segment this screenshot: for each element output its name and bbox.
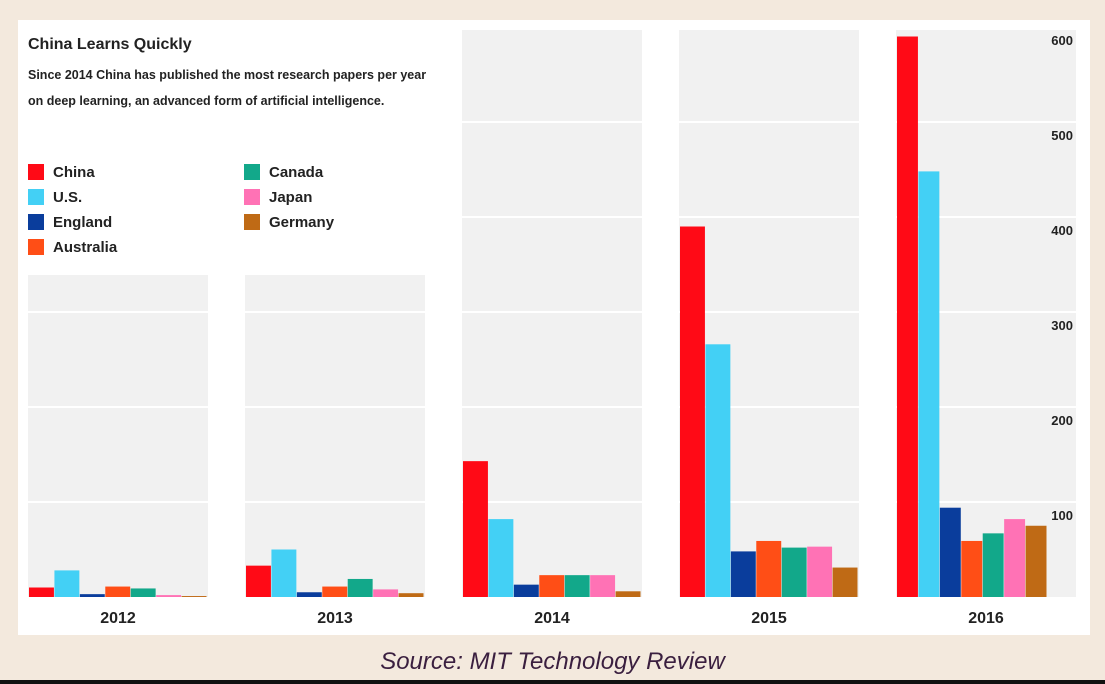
- x-tick-label: 2015: [751, 610, 787, 627]
- bar-china-2012: [29, 587, 54, 597]
- bar-china-2014: [463, 461, 488, 597]
- bar-japan-2012: [156, 595, 182, 597]
- bar-japan-2015: [807, 546, 833, 597]
- legend-item-japan: Japan: [244, 185, 424, 209]
- bar-australia-2015: [756, 540, 782, 597]
- legend-label: England: [53, 213, 113, 231]
- bar-us-2014: [488, 519, 514, 597]
- y-tick-label: 600: [1051, 33, 1073, 48]
- bar-germany-2012: [181, 596, 207, 597]
- legend-item-australia: Australia: [28, 235, 244, 259]
- bar-canada-2016: [982, 533, 1004, 597]
- legend-swatch: [28, 239, 44, 255]
- y-tick-label: 200: [1051, 413, 1073, 428]
- chart-subtitle: Since 2014 China has published the most …: [28, 68, 427, 108]
- legend-swatch: [28, 214, 44, 230]
- x-tick-label: 2013: [317, 610, 353, 627]
- bar-germany-2013: [398, 593, 424, 597]
- legend-label: China: [53, 163, 95, 181]
- legend-label: Germany: [269, 213, 335, 231]
- x-tick-label: 2016: [968, 610, 1004, 627]
- legend-item-us: U.S.: [28, 185, 244, 209]
- legend-item-england: England: [28, 210, 244, 234]
- source-caption: Source: MIT Technology Review: [380, 648, 725, 675]
- legend-label: Japan: [269, 188, 313, 206]
- chart-title: China Learns Quickly: [28, 36, 192, 53]
- bar-germany-2016: [1025, 525, 1047, 597]
- bar-japan-2013: [373, 589, 399, 597]
- legend-item-china: China: [28, 160, 244, 184]
- bar-england-2012: [79, 594, 105, 597]
- bar-canada-2012: [130, 588, 156, 597]
- y-tick-label: 400: [1051, 223, 1073, 238]
- y-tick-label: 300: [1051, 318, 1073, 333]
- legend-label: Australia: [53, 238, 118, 256]
- bar-england-2015: [730, 551, 756, 597]
- bar-china-2013: [246, 565, 271, 597]
- legend-label: Canada: [269, 163, 324, 181]
- bar-england-2014: [513, 584, 539, 597]
- bar-us-2016: [918, 171, 940, 597]
- legend-item-canada: Canada: [244, 160, 424, 184]
- bottom-border: [0, 680, 1105, 684]
- bar-germany-2015: [832, 567, 858, 597]
- bar-us-2013: [271, 549, 297, 597]
- legend-swatch: [244, 214, 260, 230]
- bar-canada-2014: [564, 575, 590, 597]
- y-tick-label: 100: [1051, 508, 1073, 523]
- bar-australia-2013: [322, 586, 348, 597]
- panel-background: [462, 30, 642, 597]
- legend-swatch: [244, 189, 260, 205]
- bar-us-2015: [705, 344, 731, 597]
- bar-australia-2014: [539, 575, 565, 597]
- x-tick-label: 2014: [534, 610, 570, 627]
- legend-item-germany: Germany: [244, 210, 424, 234]
- bar-japan-2014: [590, 575, 616, 597]
- bar-australia-2012: [105, 586, 131, 597]
- bar-canada-2013: [347, 578, 373, 597]
- panel-background: [28, 275, 208, 597]
- legend-label: U.S.: [53, 188, 83, 206]
- y-tick-label: 500: [1051, 128, 1073, 143]
- bar-england-2013: [296, 592, 322, 597]
- legend-swatch: [28, 189, 44, 205]
- bar-england-2016: [939, 507, 961, 597]
- legend: China Canada U.S. Japan England Germany …: [28, 160, 428, 259]
- x-tick-label: 2012: [100, 610, 136, 627]
- legend-swatch: [244, 164, 260, 180]
- bar-us-2012: [54, 570, 80, 597]
- legend-swatch: [28, 164, 44, 180]
- bar-australia-2016: [961, 540, 983, 597]
- bar-china-2016: [897, 36, 918, 597]
- bar-canada-2015: [781, 547, 807, 597]
- bar-japan-2016: [1004, 519, 1026, 597]
- bar-germany-2014: [615, 591, 641, 597]
- panel-background: [245, 275, 425, 597]
- bar-china-2015: [680, 226, 705, 597]
